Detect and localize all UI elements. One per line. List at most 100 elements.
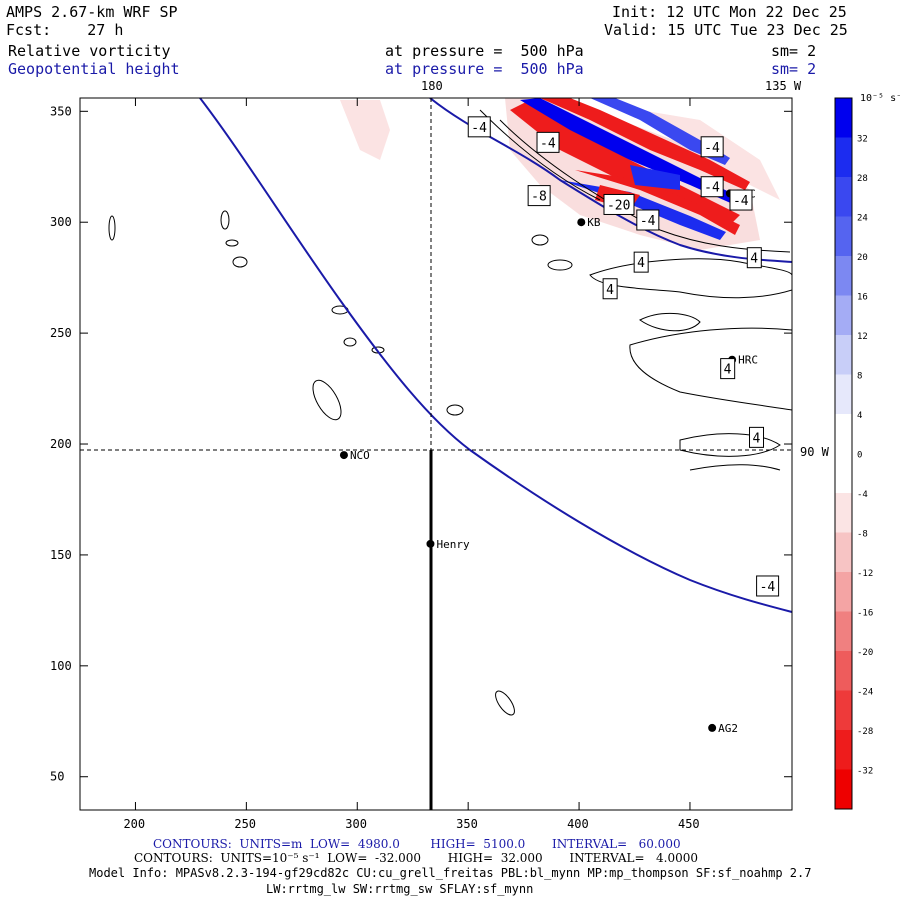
y-tick-label: 100: [50, 659, 72, 673]
footer-model-info-2: LW:rrtmg_lw SW:rrtmg_sw SFLAY:sf_mynn: [266, 882, 534, 896]
colorbar-level: 28: [857, 174, 868, 184]
contour-label: 4: [637, 256, 645, 271]
colorbar-segment: [835, 651, 852, 691]
meridian-label-135w: 135 W: [765, 79, 802, 93]
colorbar-level: -4: [857, 490, 868, 500]
contour-label: 4: [724, 363, 732, 378]
contour-label: 4: [606, 283, 614, 298]
field1-name: Relative vorticity: [8, 42, 171, 60]
field2-name: Geopotential height: [8, 60, 180, 78]
contour-label-box: [602, 278, 618, 300]
colorbar-segment: [835, 611, 852, 651]
colorbar-level: -28: [857, 727, 873, 737]
station-label: HRC: [738, 354, 758, 367]
colorbar-segment: [835, 374, 852, 414]
station-label: AG2: [718, 722, 738, 735]
contour-label-box: [700, 136, 724, 158]
meridian-lines: [80, 98, 792, 451]
valid-time: Valid: 15 UTC Tue 23 Dec 25: [604, 21, 848, 39]
colorbar-segment: [835, 177, 852, 217]
y-tick-label: 300: [50, 215, 72, 229]
contour-label: -4: [704, 181, 720, 196]
forecast-hour: Fcst: 27 h: [6, 21, 124, 39]
contour-label: 4: [750, 252, 758, 267]
colorbar-segment: [835, 453, 852, 493]
colorbar-frame: [834, 97, 853, 810]
footer-model-info: Model Info: MPASv8.2.3-194-gf29cd82c CU:…: [89, 866, 812, 880]
contour-label-box: [749, 426, 765, 448]
station-label: Henry: [436, 538, 469, 551]
station-marker: [577, 218, 586, 227]
meridian-label-180: 180: [421, 79, 443, 93]
contour-label: -20: [607, 198, 630, 213]
y-tick-label: 250: [50, 326, 72, 340]
colorbar-segment: [835, 335, 852, 375]
station-label: NCO: [350, 449, 370, 462]
field2-smoothing: sm= 2: [771, 60, 817, 78]
footer-contours-height: CONTOURS: UNITS=m LOW= 4980.0 HIGH= 5100…: [153, 837, 681, 851]
colorbar-segment: [835, 572, 852, 612]
x-tick-label: 350: [456, 817, 478, 831]
x-tick-label: 400: [567, 817, 589, 831]
colorbar-level: 4: [857, 411, 862, 421]
station-marker: [426, 539, 435, 548]
contour-label: -4: [760, 580, 776, 595]
y-tick-label: 350: [50, 104, 72, 118]
colorbar-level: 24: [857, 214, 868, 224]
y-tick-label: 150: [50, 548, 72, 562]
colorbar-level: -8: [857, 530, 868, 540]
colorbar-level: -12: [857, 569, 873, 579]
x-tick-label: 450: [678, 817, 700, 831]
colorbar-segment: [835, 730, 852, 770]
contour-label-box: [536, 131, 560, 153]
station-marker: [708, 723, 717, 732]
contour-label: -4: [471, 121, 487, 136]
contour-label-box: [729, 189, 753, 211]
colorbar-unit: 10⁻⁵ s⁻¹: [860, 93, 900, 104]
footer-contours-vorticity: CONTOURS: UNITS=10⁻⁵ s⁻¹ LOW= -32.000 HI…: [134, 851, 698, 865]
contour-label: -4: [704, 141, 720, 156]
colorbar-level: 16: [857, 293, 868, 303]
contour-label-box: [636, 209, 660, 231]
contour-label-box: [720, 358, 736, 380]
colorbar-segment: [835, 216, 852, 256]
field2-level: at pressure = 500 hPa: [385, 60, 584, 78]
colorbar-level: -20: [857, 648, 873, 658]
station-label: KB: [587, 216, 601, 229]
x-tick-label: 250: [234, 817, 256, 831]
colorbar-level: -32: [857, 767, 873, 777]
colorbar-level: 8: [857, 372, 862, 382]
colorbar-segment: [835, 414, 852, 454]
colorbar-segment: [835, 295, 852, 335]
colorbar-level: 32: [857, 135, 868, 145]
colorbar-level: -24: [857, 688, 873, 698]
colorbar-segment: [835, 256, 852, 296]
colorbar-level: 0: [857, 451, 862, 461]
contour-label-box: [633, 251, 649, 273]
contour-label-box: [756, 575, 780, 597]
colorbar: 32 28 24 20 16 12 8 4 0 -4 -8 -12 -16 -20 -24 -28 -32: [834, 97, 873, 810]
contour-label: -4: [733, 194, 749, 209]
colorbar-level: 20: [857, 253, 868, 263]
contour-label-box: [467, 116, 491, 138]
contour-label-box: [527, 185, 551, 207]
colorbar-segment: [835, 690, 852, 730]
meridian-label-90w: 90 W: [800, 445, 830, 459]
field1-smoothing: sm= 2: [771, 42, 817, 60]
contour-label: 4: [753, 431, 761, 446]
field1-level: at pressure = 500 hPa: [385, 42, 584, 60]
model-title: AMPS 2.67-km WRF SP: [6, 3, 178, 21]
contour-label: -4: [540, 136, 556, 151]
colorbar-segment: [835, 532, 852, 572]
colorbar-segment: [835, 769, 852, 809]
station-marker: [339, 451, 348, 460]
map-frame: [79, 97, 793, 811]
vorticity-contours: [108, 109, 792, 716]
y-tick-label: 200: [50, 437, 72, 451]
colorbar-segment: [835, 98, 852, 138]
init-time: Init: 12 UTC Mon 22 Dec 25: [612, 3, 847, 21]
colorbar-level: -16: [857, 609, 873, 619]
y-tick-label: 50: [50, 770, 64, 784]
x-tick-label: 200: [123, 817, 145, 831]
